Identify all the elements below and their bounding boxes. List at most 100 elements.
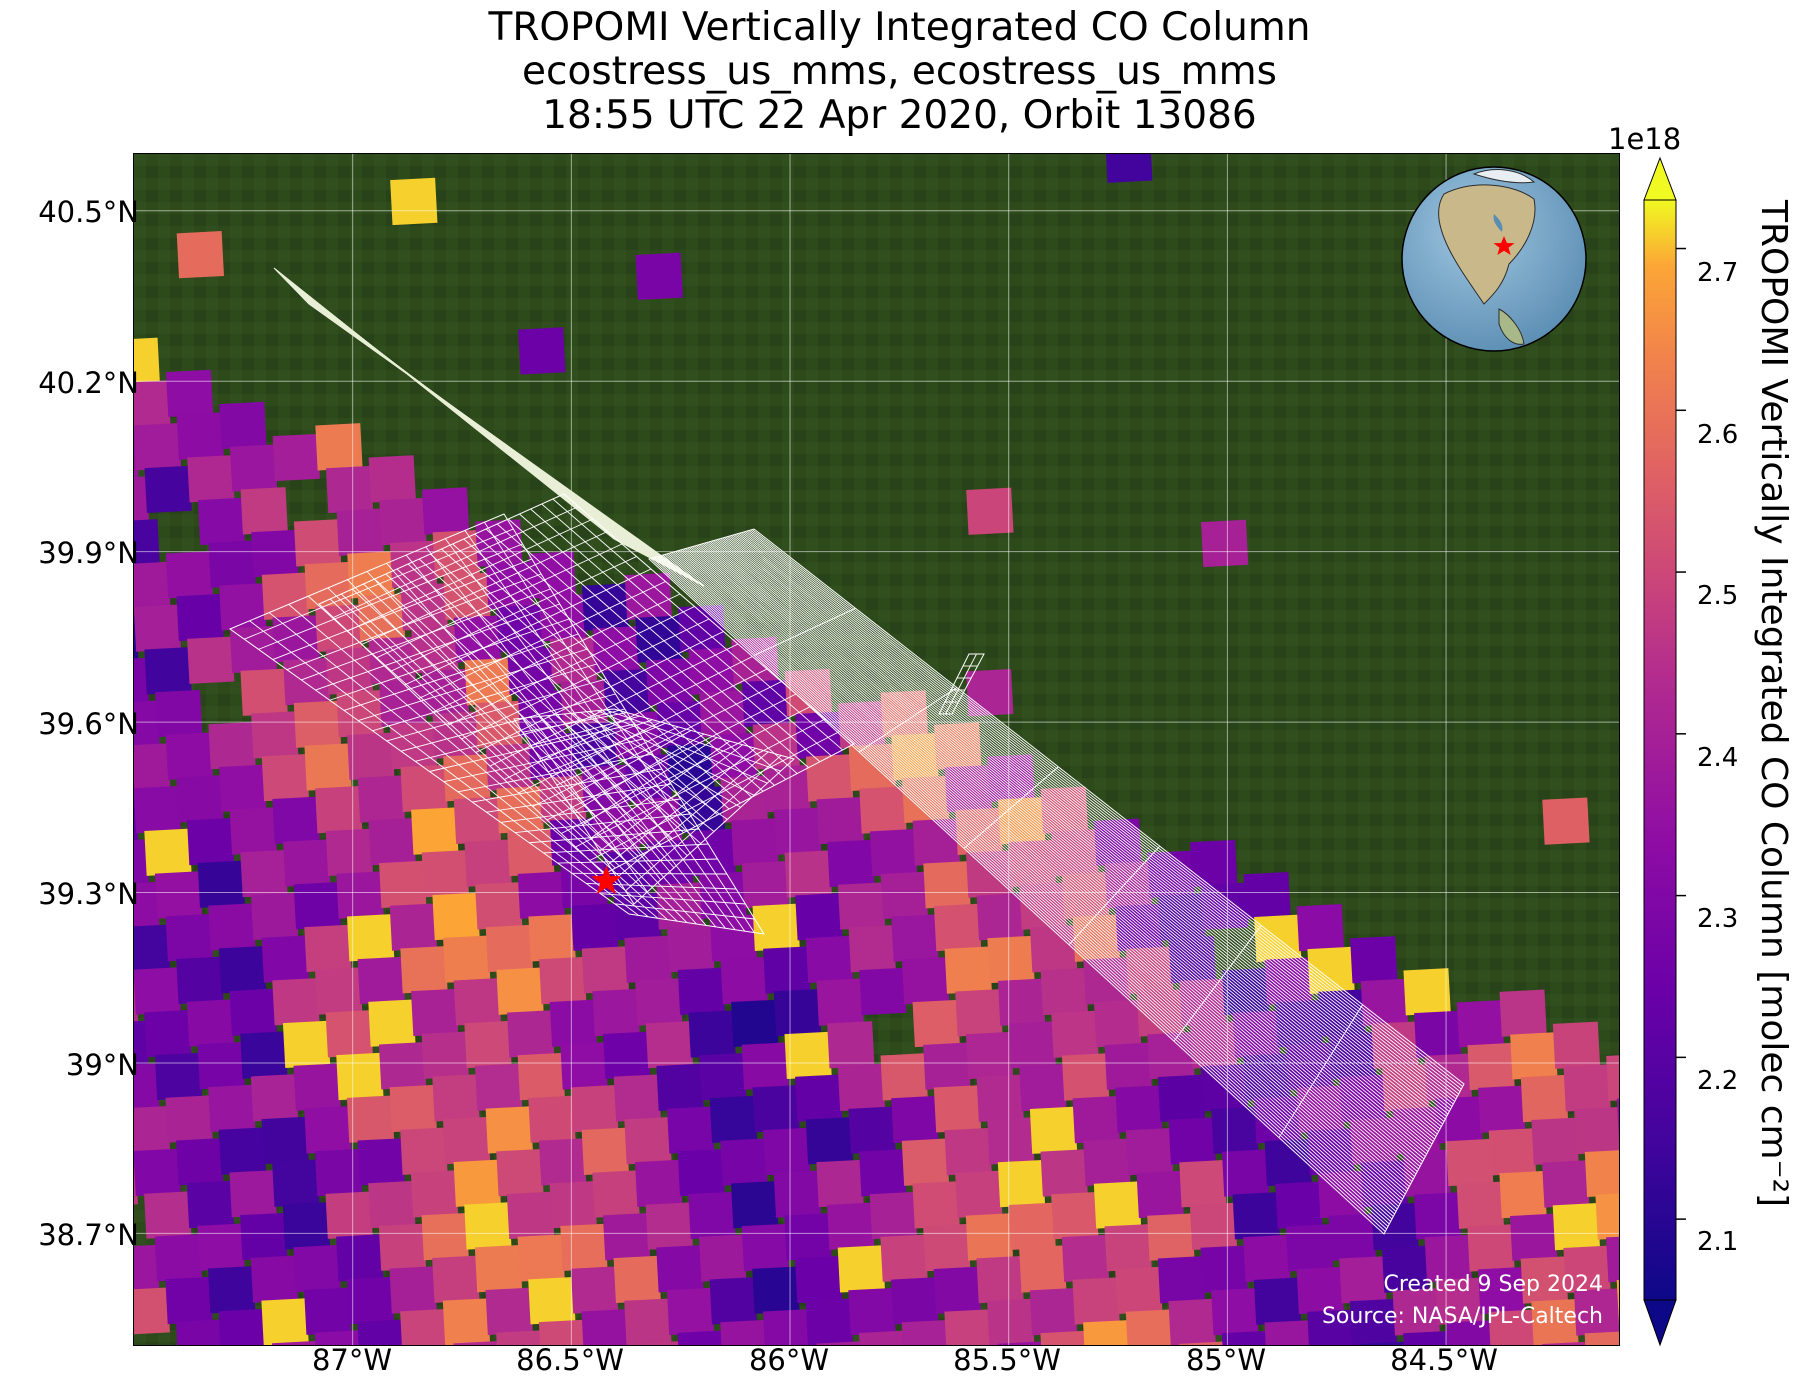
co-pixel [346,1276,395,1325]
co-pixel [677,1330,725,1345]
co-pixel [794,1255,843,1304]
co-pixel [763,946,811,994]
co-pixel [923,1223,971,1272]
co-pixel [347,732,395,780]
co-pixel [571,1084,619,1133]
co-pixel [464,658,512,706]
co-pixel [570,1266,619,1314]
co-pixel [197,1223,245,1271]
co-pixel [144,1010,192,1058]
co-pixel [997,1159,1046,1208]
co-pixel [1189,1202,1238,1251]
co-pixel [709,1277,757,1325]
co-pixel [1328,1213,1376,1261]
co-pixel [1211,1288,1259,1336]
co-pixel [1339,1074,1387,1123]
co-pixel [731,999,779,1047]
co-pixel [1595,1192,1619,1240]
co-pixel [272,1159,320,1207]
co-pixel [283,839,331,887]
co-pixel [741,1042,790,1090]
co-pixel [688,828,736,877]
co-pixel [987,935,1035,984]
co-pixel [134,785,181,834]
co-pixel [869,1191,918,1240]
co-pixel [784,1031,832,1080]
co-pixel [1403,968,1451,1016]
co-pixel [507,828,555,877]
map-panel[interactable]: Created 9 Sep 2024 Source: NASA/JPL-Calt… [133,153,1620,1346]
co-pixel [805,1298,853,1345]
co-pixel [1125,1309,1174,1345]
co-pixel [186,1180,235,1229]
co-pixel [464,1020,512,1069]
co-pixel [709,732,758,781]
co-pixel [187,455,235,503]
co-pixel [1040,967,1088,1016]
co-pixel [261,753,310,802]
co-pixel [1552,1021,1601,1069]
co-pixel [848,1287,896,1336]
co-pixel [315,423,363,471]
co-pixel [251,529,299,578]
co-pixel [432,1255,480,1303]
co-pixel [400,1127,448,1175]
co-pixel [933,1085,982,1133]
co-pixel [325,1010,373,1058]
co-pixel [432,1074,480,1122]
co-pixel [1488,1309,1536,1345]
co-pixel [336,871,384,919]
co-pixel [955,989,1003,1037]
co-pixel [1520,1074,1569,1123]
co-pixel [549,818,598,866]
co-pixel [165,732,213,780]
co-pixel [976,1074,1024,1122]
co-pixel [314,967,363,1015]
co-pixel [346,1095,395,1143]
co-pixel [453,796,502,845]
co-pixel [176,593,224,642]
co-pixel [635,615,683,663]
co-pixel [1435,1096,1483,1144]
co-pixel [134,519,160,567]
co-pixel [571,903,619,951]
co-pixel [1424,1234,1472,1283]
co-pixel [325,647,374,695]
co-pixel [1125,1128,1174,1176]
co-pixel [315,604,363,652]
co-pixel [368,1180,416,1229]
co-pixel [229,1170,277,1218]
co-pixel [485,1106,533,1154]
co-pixel [880,871,928,920]
co-pixel [869,829,918,877]
lat-tick-label: 38.7°N [38,1218,139,1252]
co-pixel [1360,978,1409,1027]
co-pixel [709,914,758,962]
co-pixel [656,1245,704,1293]
co-pixel [1606,1235,1619,1283]
co-pixel [134,561,171,610]
co-pixel [848,743,896,791]
colorbar [1643,156,1686,1347]
co-pixel [1040,1149,1088,1197]
co-pixel [965,1031,1014,1080]
co-pixel [218,1127,267,1175]
co-pixel [976,1255,1024,1304]
co-pixel [805,935,854,984]
co-pixel [186,817,235,866]
co-pixel [134,604,182,652]
co-pixel [763,764,811,813]
co-pixel [496,967,544,1015]
co-pixel [325,1191,373,1239]
co-pixel [1414,1010,1462,1059]
co-pixel [314,1330,363,1345]
co-pixel [1488,1128,1537,1176]
lon-tick-label: 86.5°W [516,1343,624,1377]
co-pixel [293,1244,341,1293]
globe-inset [1401,166,1587,352]
co-pixel [443,754,491,802]
credit-created: Created 9 Sep 2024 [1383,1272,1604,1297]
inset-star-icon [1493,236,1515,255]
co-pixel [410,1170,459,1218]
co-pixel [1392,1288,1440,1336]
